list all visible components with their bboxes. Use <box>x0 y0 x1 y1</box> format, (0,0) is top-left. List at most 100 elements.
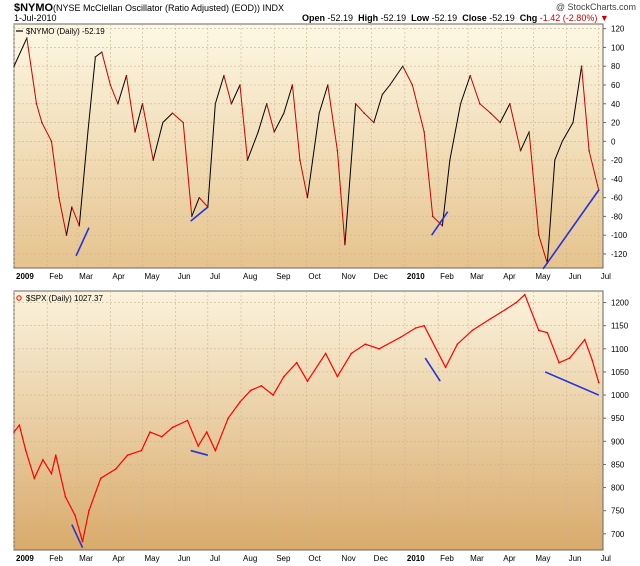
spx-point <box>42 459 44 461</box>
nymo-line-segment <box>344 103 357 245</box>
nymo-line-segment <box>460 75 471 104</box>
spx-point <box>489 317 492 320</box>
nymo-line-segment <box>363 112 375 123</box>
nymo-line-segment <box>520 131 530 151</box>
nymo-point <box>182 121 185 124</box>
nymo-line-segment <box>191 197 200 217</box>
spx-point <box>126 454 129 456</box>
y-tick-label: 60 <box>611 81 620 90</box>
spx-point <box>350 352 353 355</box>
nymo-point <box>528 131 530 133</box>
y-tick-label: 1200 <box>611 299 629 308</box>
spx-point <box>272 394 274 396</box>
nymo-point <box>101 51 103 53</box>
nymo-line-segment <box>561 122 574 142</box>
spx-point <box>295 361 298 364</box>
nymo-point <box>246 159 249 161</box>
high-label: High <box>358 13 379 23</box>
plot-area <box>13 23 604 269</box>
nymo-line-segment <box>36 103 43 123</box>
nymo-line-segment <box>87 56 96 132</box>
nymo-line-segment <box>182 122 193 217</box>
nymo-point <box>134 131 136 133</box>
spx-point <box>456 343 459 345</box>
x-tick-label: 2009 <box>16 554 34 563</box>
nymo-line-segment <box>41 122 52 142</box>
spx-point <box>324 352 327 355</box>
nymo-point <box>469 74 472 77</box>
nymo-point <box>41 121 43 124</box>
spx-point <box>54 454 57 456</box>
close-value: -52.19 <box>489 13 515 23</box>
nymo-point <box>239 84 241 86</box>
y-tick-label: -60 <box>611 194 623 203</box>
nymo-line-segment <box>572 66 583 123</box>
spx-point <box>546 331 549 334</box>
open-value: -52.19 <box>327 13 354 23</box>
chg-label: Chg <box>519 13 538 23</box>
nymo-panel: 120 100 80 60 40 20 0 -20 -40 -60 -80 -100 -120 2009 F… <box>13 23 628 281</box>
nymo-line-segment <box>581 66 590 151</box>
nymo-point <box>441 224 444 227</box>
spx-point <box>227 417 229 419</box>
y-tick-label: -80 <box>611 212 623 221</box>
nymo-line-segment <box>134 103 143 133</box>
nymo-point <box>71 206 73 208</box>
spx-point <box>471 329 474 332</box>
x-tick-label: Sep <box>276 554 291 563</box>
nymo-point <box>537 234 540 236</box>
spx-point <box>205 431 208 433</box>
x-tick-label: Jul <box>601 272 611 281</box>
x-tick-label: Apr <box>112 554 125 563</box>
spx-point <box>399 336 402 339</box>
nymo-point <box>389 84 391 86</box>
x-tick-label: Jun <box>178 554 191 563</box>
spx-point <box>537 329 540 332</box>
nymo-line-segment <box>71 206 80 226</box>
y-tick-label: 1100 <box>611 345 629 354</box>
y-tick-label: 40 <box>611 100 620 109</box>
nymo-point <box>588 149 590 152</box>
spx-point <box>33 477 36 480</box>
nymo-line-segment <box>257 103 268 133</box>
nymo-line-segment <box>223 75 232 104</box>
nymo-line-segment <box>152 122 164 161</box>
nymo-line-segment <box>246 131 259 161</box>
nymo-line-segment <box>239 84 248 161</box>
trend-line <box>71 524 84 549</box>
nymo-line-segment <box>327 84 338 151</box>
nymo-point <box>152 159 155 161</box>
spx-point <box>197 445 199 447</box>
spx-point <box>591 359 594 362</box>
nymo-point <box>326 84 329 86</box>
x-tick-label: Dec <box>374 554 388 563</box>
nymo-point <box>35 102 38 105</box>
nymo-point <box>401 65 404 68</box>
nymo-point <box>344 243 346 246</box>
trend-line <box>544 371 600 396</box>
spx-point <box>81 540 84 543</box>
spx-point <box>515 301 518 304</box>
nymo-line-segment <box>162 112 173 123</box>
nymo-line-segment <box>109 84 119 104</box>
nymo-point <box>411 84 414 86</box>
x-tick-label: 2010 <box>407 554 425 563</box>
x-tick-label: Jul <box>210 554 220 563</box>
x-tick-label: Feb <box>440 272 454 281</box>
nymo-line-segment <box>389 65 404 86</box>
nymo-point <box>431 215 434 218</box>
x-tick-label: Mar <box>470 272 484 281</box>
y-tick-label: -40 <box>611 175 623 184</box>
y-tick-label: 120 <box>611 25 625 34</box>
nymo-point <box>273 131 276 133</box>
trend-line <box>190 449 209 456</box>
y-tick-label: 20 <box>611 119 620 128</box>
spx-point <box>336 375 339 378</box>
brand-label[interactable]: @ StockCharts.com <box>555 2 636 12</box>
spx-point <box>88 509 90 512</box>
x-tick-label: 2010 <box>407 272 425 281</box>
nymo-line-segment <box>283 84 293 114</box>
nymo-point <box>141 102 144 105</box>
x-tick-label: Dec <box>374 272 388 281</box>
spx-point <box>140 449 143 452</box>
